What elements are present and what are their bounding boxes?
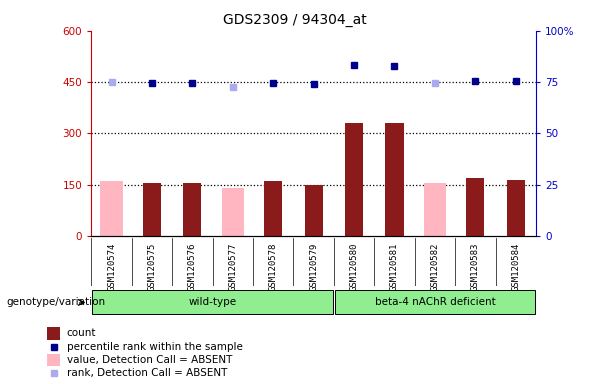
Text: GSM120581: GSM120581: [390, 243, 399, 291]
Bar: [345, 123, 363, 236]
Bar: [385, 123, 403, 236]
Text: GSM120578: GSM120578: [269, 243, 278, 291]
Text: GSM120574: GSM120574: [107, 243, 116, 291]
Text: GSM120583: GSM120583: [471, 243, 480, 291]
Text: GSM120580: GSM120580: [349, 243, 359, 291]
Bar: [507, 180, 525, 236]
Bar: [424, 183, 446, 236]
Bar: [143, 183, 161, 236]
Text: percentile rank within the sample: percentile rank within the sample: [67, 341, 243, 352]
Text: count: count: [67, 328, 97, 338]
Text: GSM120577: GSM120577: [229, 243, 237, 291]
Bar: [100, 181, 123, 236]
Bar: [183, 183, 201, 236]
Text: wild-type: wild-type: [188, 297, 237, 308]
FancyBboxPatch shape: [92, 290, 333, 314]
Bar: [221, 188, 244, 236]
Text: GSM120584: GSM120584: [511, 243, 520, 291]
Bar: [305, 185, 323, 236]
Text: GDS2309 / 94304_at: GDS2309 / 94304_at: [223, 13, 366, 27]
FancyBboxPatch shape: [335, 290, 535, 314]
Text: value, Detection Call = ABSENT: value, Detection Call = ABSENT: [67, 355, 232, 365]
Bar: [466, 178, 484, 236]
Text: GSM120582: GSM120582: [431, 243, 439, 291]
Text: GSM120576: GSM120576: [188, 243, 197, 291]
Text: rank, Detection Call = ABSENT: rank, Detection Call = ABSENT: [67, 368, 227, 379]
Text: beta-4 nAChR deficient: beta-4 nAChR deficient: [375, 297, 495, 308]
Text: genotype/variation: genotype/variation: [6, 297, 105, 308]
Bar: [47, 327, 60, 339]
Text: GSM120579: GSM120579: [309, 243, 318, 291]
Bar: [47, 354, 60, 366]
Text: GSM120575: GSM120575: [147, 243, 157, 291]
Bar: [264, 181, 282, 236]
